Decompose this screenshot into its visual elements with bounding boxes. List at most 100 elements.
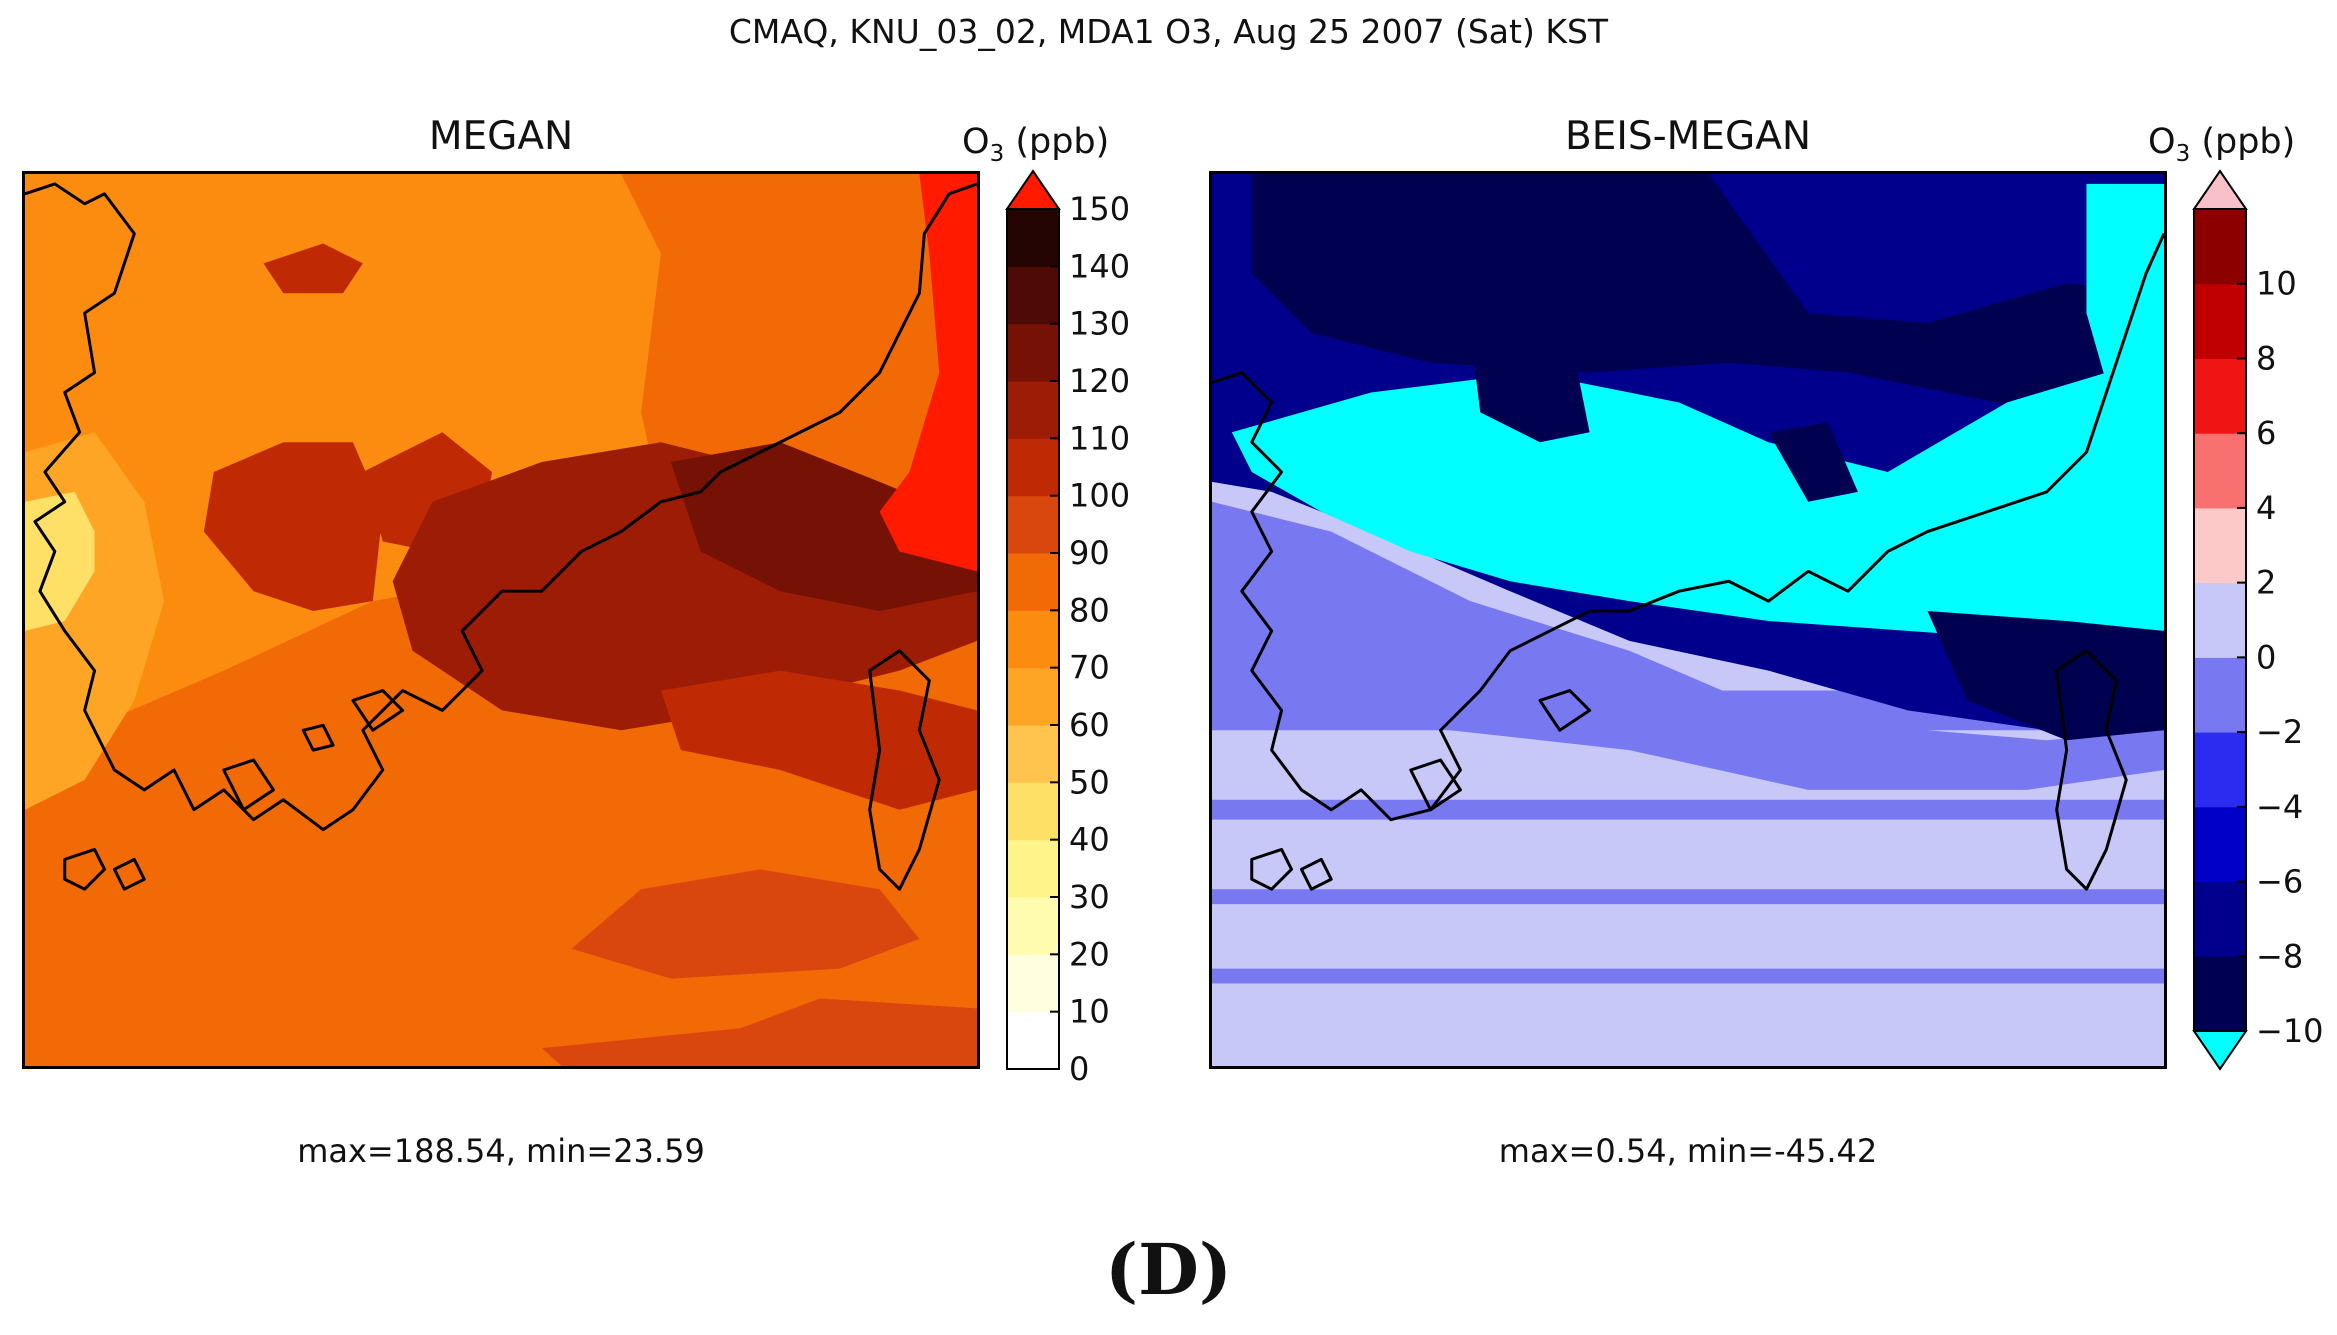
megan-colorbar-tick-11: 110: [1069, 419, 1130, 457]
megan-colorbar-seg-14: [1007, 209, 1059, 267]
beis-megan-colorbar-seg-1: [2194, 881, 2246, 957]
beis-megan-coastline-0: [1212, 232, 2164, 822]
beis-megan-colorbar-frame: [2193, 208, 2247, 1032]
megan-colorbar-seg-11: [1007, 381, 1059, 439]
megan-coastline-4: [222, 758, 275, 812]
beis-megan-colorbar-seg-0: [2194, 956, 2246, 1032]
megan-coastline-0: [25, 182, 977, 832]
megan-colorbar-tick-8: 80: [1069, 591, 1110, 629]
megan-colorbar-tick-9: 90: [1069, 534, 1110, 572]
megan-colorbar-seg-5: [1007, 725, 1059, 783]
megan-colorbar-tick-14: 140: [1069, 247, 1130, 285]
megan-colorbar-seg-0: [1007, 1011, 1059, 1070]
beis-megan-colorbar-label: O3 (ppb): [2148, 122, 2296, 167]
beis-megan-region-southwest-land: [1212, 501, 2164, 790]
beis-megan-map: [1209, 171, 2167, 1069]
megan-colorbar-tick-10: 100: [1069, 477, 1130, 515]
megan-colorbar-tick-15: 150: [1069, 190, 1130, 228]
beis-megan-colorbar-seg-10: [2194, 209, 2246, 285]
megan-coastline-1: [868, 649, 941, 891]
megan-colorbar-seg-12: [1007, 323, 1059, 382]
beis-megan-colorbar-seg-7: [2194, 433, 2246, 509]
megan-map: [22, 171, 980, 1069]
beis-megan-colorbar-svg: 10 8 6 4 2 0 −2 −4 −6 −8 −10: [2192, 169, 2324, 1071]
beis-megan-colorbar-seg-6: [2194, 507, 2246, 584]
beis-megan-colorbar-tick-3: 4: [2256, 489, 2276, 527]
beis-megan-regions: [1212, 174, 2164, 1066]
megan-colorbar-tick-3: 30: [1069, 878, 1110, 916]
beis-megan-colorbar-seg-4: [2194, 657, 2246, 733]
beis-megan-region-central-band: [1231, 352, 2164, 641]
megan-colorbar-tick-7: 70: [1069, 649, 1110, 687]
megan-colorbar: 0 10 20 30 40 50 60 70 80 90 100 110 120 130 140 150: [1005, 169, 1130, 1088]
megan-coastline-5: [351, 689, 405, 732]
megan-colorbar-frame: [1006, 208, 1060, 1070]
megan-colorbar-seg-7: [1007, 610, 1059, 669]
beis-megan-panel-title: BEIS-MEGAN: [1564, 114, 1812, 159]
megan-coastlines: [25, 182, 977, 891]
megan-stats: max=188.54, min=23.59: [297, 1132, 705, 1170]
beis-megan-colorbar-tick-5: 0: [2256, 638, 2276, 676]
panel-label: (D): [1105, 1228, 1232, 1311]
megan-coastline-2: [63, 847, 106, 891]
beis-megan-colorbar-seg-8: [2194, 358, 2246, 434]
megan-colorbar-tick-4: 40: [1069, 821, 1110, 859]
megan-region-central-dark-patch: [203, 442, 383, 612]
beis-megan-heatmap: [1212, 174, 2164, 1066]
megan-colorbar-seg-8: [1007, 553, 1059, 611]
beis-megan-colorbar-tick-0: 10: [2256, 265, 2297, 303]
megan-colorbar-tick-13: 130: [1069, 305, 1130, 343]
beis-megan-colorbar-tick-2: 6: [2256, 414, 2276, 452]
beis-megan-colorbar-seg-3: [2194, 732, 2246, 808]
beis-megan-coastline-4: [1409, 758, 1462, 812]
beis-megan-colorbar-extend-min: [2192, 1030, 2248, 1071]
megan-coastline-3: [112, 857, 146, 891]
megan-colorbar-tick-5: 50: [1069, 763, 1110, 801]
megan-colorbar-seg-13: [1007, 266, 1059, 325]
megan-colorbar-tick-1: 10: [1069, 993, 1110, 1031]
beis-megan-region-northeast-corner: [2086, 183, 2164, 383]
figure-suptitle: CMAQ, KNU_03_02, MDA1 O3, Aug 25 2007 (S…: [728, 12, 1609, 51]
megan-region-sea-of-japan-exceedance: [879, 174, 977, 572]
megan-region-central-dark-patch: [263, 243, 363, 294]
megan-colorbar-tick-6: 60: [1069, 706, 1110, 744]
megan-panel-title: MEGAN: [428, 114, 574, 159]
megan-colorbar-seg-4: [1007, 782, 1059, 841]
beis-megan-colorbar-tick-8: −6: [2256, 863, 2303, 901]
megan-colorbar-label: O3 (ppb): [962, 122, 1110, 167]
megan-colorbar-tick-12: 120: [1069, 362, 1130, 400]
beis-megan-colorbar-tick-6: −2: [2256, 713, 2303, 751]
megan-colorbar-seg-10: [1007, 438, 1059, 497]
beis-megan-region-ocean-noise: [1212, 889, 2164, 905]
beis-megan-colorbar-tick-7: −4: [2256, 788, 2303, 826]
megan-colorbar-svg: 0 10 20 30 40 50 60 70 80 90 100 110 120 130 140 150: [1005, 169, 1130, 1088]
beis-megan-colorbar-tick-10: −10: [2256, 1012, 2324, 1050]
beis-megan-region-east-coast-band: [1927, 611, 2164, 741]
megan-region-southern-ocean-bands: [571, 869, 920, 979]
megan-colorbar-seg-3: [1007, 839, 1059, 898]
megan-regions: [25, 174, 977, 1066]
beis-megan-region-northern-deep: [1768, 422, 1858, 502]
megan-colorbar-seg-9: [1007, 495, 1059, 554]
beis-megan-coastline-3: [1299, 857, 1333, 891]
beis-megan-colorbar-seg-5: [2194, 582, 2246, 658]
beis-megan-coastline-5: [1538, 689, 1592, 732]
beis-megan-coastline-2: [1250, 847, 1293, 891]
megan-region-central-dark-patch: [660, 670, 977, 810]
megan-colorbar-tick-0: 0: [1069, 1050, 1089, 1088]
beis-megan-colorbar-seg-2: [2194, 806, 2246, 883]
megan-coastline-6: [301, 723, 335, 752]
beis-megan-coastline-1: [2055, 649, 2128, 891]
beis-megan-stats: max=0.54, min=-45.42: [1498, 1132, 1878, 1170]
megan-colorbar-tick-2: 20: [1069, 935, 1110, 973]
beis-megan-region-northern-deep: [1470, 332, 1590, 443]
beis-megan-colorbar-tick-9: −8: [2256, 937, 2303, 975]
megan-region-east-coast-plume: [670, 442, 977, 612]
megan-colorbar-extend-max: [1005, 169, 1061, 210]
beis-megan-colorbar-tick-1: 8: [2256, 339, 2276, 377]
megan-heatmap: [25, 174, 977, 1066]
beis-megan-region-ocean-noise: [1212, 799, 2164, 820]
beis-megan-colorbar-tick-4: 2: [2256, 564, 2276, 602]
megan-colorbar-seg-2: [1007, 897, 1059, 955]
beis-megan-coastlines: [1212, 232, 2164, 891]
